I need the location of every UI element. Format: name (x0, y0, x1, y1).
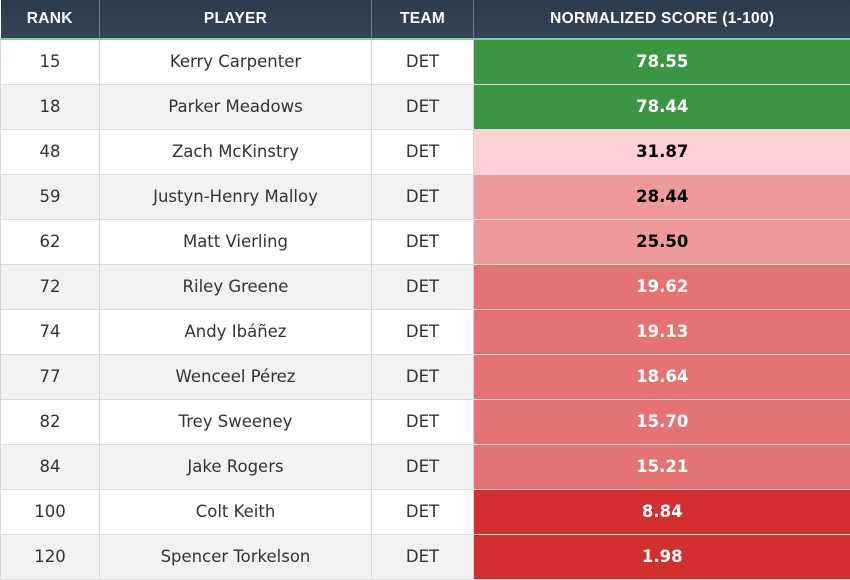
rank-cell: 15 (1, 39, 100, 84)
normalized-score-cell: 1.98 (474, 534, 850, 579)
player-name-cell: Justyn-Henry Malloy (100, 174, 372, 219)
team-cell: DET (372, 39, 474, 84)
player-name-cell: Matt Vierling (100, 219, 372, 264)
player-name-cell: Trey Sweeney (100, 399, 372, 444)
rank-cell: 74 (1, 309, 100, 354)
normalized-score-cell: 18.64 (474, 354, 850, 399)
team-cell: DET (372, 489, 474, 534)
table-header: RANK PLAYER TEAM NORMALIZED SCORE (1-100… (1, 0, 850, 39)
header-normalized-score[interactable]: NORMALIZED SCORE (1-100) (474, 0, 850, 39)
team-cell: DET (372, 219, 474, 264)
rank-cell: 120 (1, 534, 100, 579)
rank-cell: 100 (1, 489, 100, 534)
normalized-score-cell: 19.62 (474, 264, 850, 309)
normalized-score-cell: 25.50 (474, 219, 850, 264)
normalized-score-cell: 78.55 (474, 39, 850, 84)
normalized-score-cell: 8.84 (474, 489, 850, 534)
normalized-score-cell: 19.13 (474, 309, 850, 354)
normalized-score-cell: 15.21 (474, 444, 850, 489)
team-cell: DET (372, 264, 474, 309)
normalized-score-cell: 78.44 (474, 84, 850, 129)
team-cell: DET (372, 129, 474, 174)
player-name-cell: Jake Rogers (100, 444, 372, 489)
team-cell: DET (372, 444, 474, 489)
player-name-cell: Zach McKinstry (100, 129, 372, 174)
player-name-cell: Andy Ibáñez (100, 309, 372, 354)
team-cell: DET (372, 534, 474, 579)
player-name-cell: Wenceel Pérez (100, 354, 372, 399)
player-name-cell: Spencer Torkelson (100, 534, 372, 579)
rank-cell: 59 (1, 174, 100, 219)
player-name-cell: Riley Greene (100, 264, 372, 309)
player-name-cell: Kerry Carpenter (100, 39, 372, 84)
rank-cell: 18 (1, 84, 100, 129)
rank-cell: 62 (1, 219, 100, 264)
team-cell: DET (372, 399, 474, 444)
player-name-cell: Parker Meadows (100, 84, 372, 129)
team-cell: DET (372, 84, 474, 129)
header-row: RANK PLAYER TEAM NORMALIZED SCORE (1-100… (1, 0, 850, 39)
rank-cell: 77 (1, 354, 100, 399)
header-rank[interactable]: RANK (1, 0, 100, 39)
header-team[interactable]: TEAM (372, 0, 474, 39)
normalized-score-cell: 31.87 (474, 129, 850, 174)
normalized-score-cell: 15.70 (474, 399, 850, 444)
team-cell: DET (372, 174, 474, 219)
team-cell: DET (372, 309, 474, 354)
rank-cell: 84 (1, 444, 100, 489)
team-cell: DET (372, 354, 474, 399)
rank-cell: 48 (1, 129, 100, 174)
player-name-cell: Colt Keith (100, 489, 372, 534)
header-player[interactable]: PLAYER (100, 0, 372, 39)
rank-cell: 72 (1, 264, 100, 309)
rank-cell: 82 (1, 399, 100, 444)
normalized-score-cell: 28.44 (474, 174, 850, 219)
